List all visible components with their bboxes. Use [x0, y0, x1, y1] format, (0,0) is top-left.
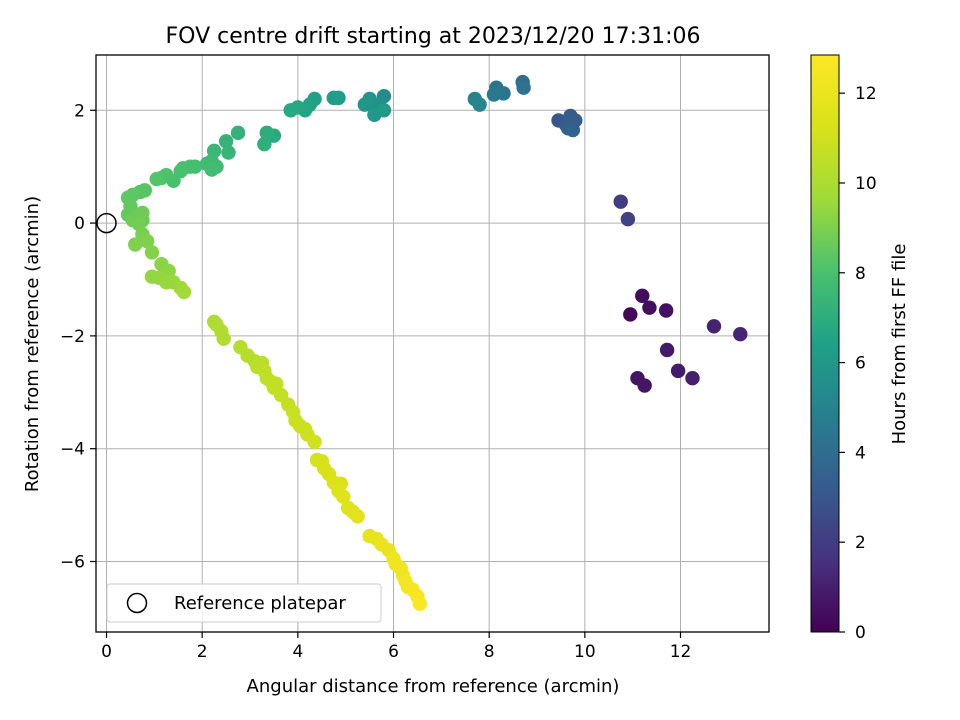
data-point — [472, 97, 487, 112]
data-point — [307, 434, 322, 450]
data-point — [412, 596, 428, 611]
x-tick-label: 12 — [670, 642, 692, 662]
y-tick-label: −4 — [60, 440, 85, 460]
data-point — [733, 326, 748, 342]
colorbar-ticks: 0 2 4 6 8 10 12 — [839, 84, 877, 643]
x-axis-label: Angular distance from reference (arcmin) — [247, 676, 620, 697]
reference-platepar-marker — [96, 212, 117, 234]
data-point — [331, 90, 346, 106]
y-tick-label: −2 — [60, 327, 85, 347]
y-tick-label: −6 — [60, 552, 85, 572]
colorbar-tick-label: 2 — [855, 533, 866, 553]
data-point — [486, 87, 502, 102]
x-axis-ticks: 0 2 4 6 8 10 12 — [101, 632, 691, 662]
data-point — [635, 288, 650, 304]
data-point — [659, 342, 675, 358]
legend-box — [106, 583, 382, 623]
data-point — [658, 303, 674, 318]
plot-frame — [95, 54, 770, 633]
colorbar — [810, 54, 840, 633]
x-tick-label: 6 — [388, 642, 399, 662]
data-point — [706, 319, 722, 334]
data-point — [283, 103, 298, 118]
colorbar-label: Hours from first FF file — [889, 244, 910, 445]
data-point — [221, 145, 236, 160]
data-point — [204, 162, 219, 177]
data-point — [259, 125, 274, 141]
data-point — [218, 134, 234, 149]
data-point — [685, 370, 700, 386]
colorbar-tick-label: 0 — [855, 623, 866, 643]
grid — [96, 55, 769, 632]
y-tick-label: 0 — [74, 214, 85, 234]
colorbar-tick-label: 6 — [855, 354, 866, 374]
data-point — [637, 378, 652, 393]
data-point — [516, 80, 531, 95]
data-point — [149, 171, 164, 187]
data-point — [230, 125, 246, 141]
data-point — [565, 122, 581, 138]
x-tick-label: 4 — [292, 642, 303, 662]
legend-label: Reference platepar — [174, 593, 346, 614]
data-point — [642, 300, 657, 315]
data-points — [120, 74, 748, 611]
data-point — [670, 363, 686, 379]
x-tick-label: 2 — [197, 642, 208, 662]
data-point — [623, 307, 638, 322]
chart-title: FOV centre drift starting at 2023/12/20 … — [166, 24, 701, 49]
colorbar-tick-label: 10 — [855, 174, 877, 194]
data-point — [613, 194, 628, 209]
x-tick-label: 0 — [101, 642, 112, 662]
x-tick-label: 10 — [574, 642, 596, 662]
data-point — [176, 284, 192, 300]
data-point — [144, 245, 160, 260]
colorbar-tick-label: 8 — [855, 264, 866, 284]
data-point — [350, 509, 365, 524]
colorbar-tick-label: 4 — [855, 443, 866, 463]
data-point — [257, 136, 272, 152]
data-point — [336, 489, 351, 504]
y-tick-label: 2 — [74, 101, 85, 121]
data-point — [376, 103, 392, 118]
legend-marker-icon — [126, 592, 148, 614]
data-point — [128, 237, 143, 252]
data-point — [620, 211, 636, 227]
colorbar-tick-label: 12 — [855, 84, 877, 104]
y-axis-label: Rotation from reference (arcmin) — [22, 196, 43, 492]
data-point — [216, 331, 231, 346]
legend: Reference platepar — [106, 583, 382, 623]
data-point — [357, 97, 373, 112]
data-point — [139, 233, 155, 249]
x-tick-label: 8 — [484, 642, 495, 662]
y-axis-ticks: −6 −4 −2 0 2 — [60, 101, 96, 572]
